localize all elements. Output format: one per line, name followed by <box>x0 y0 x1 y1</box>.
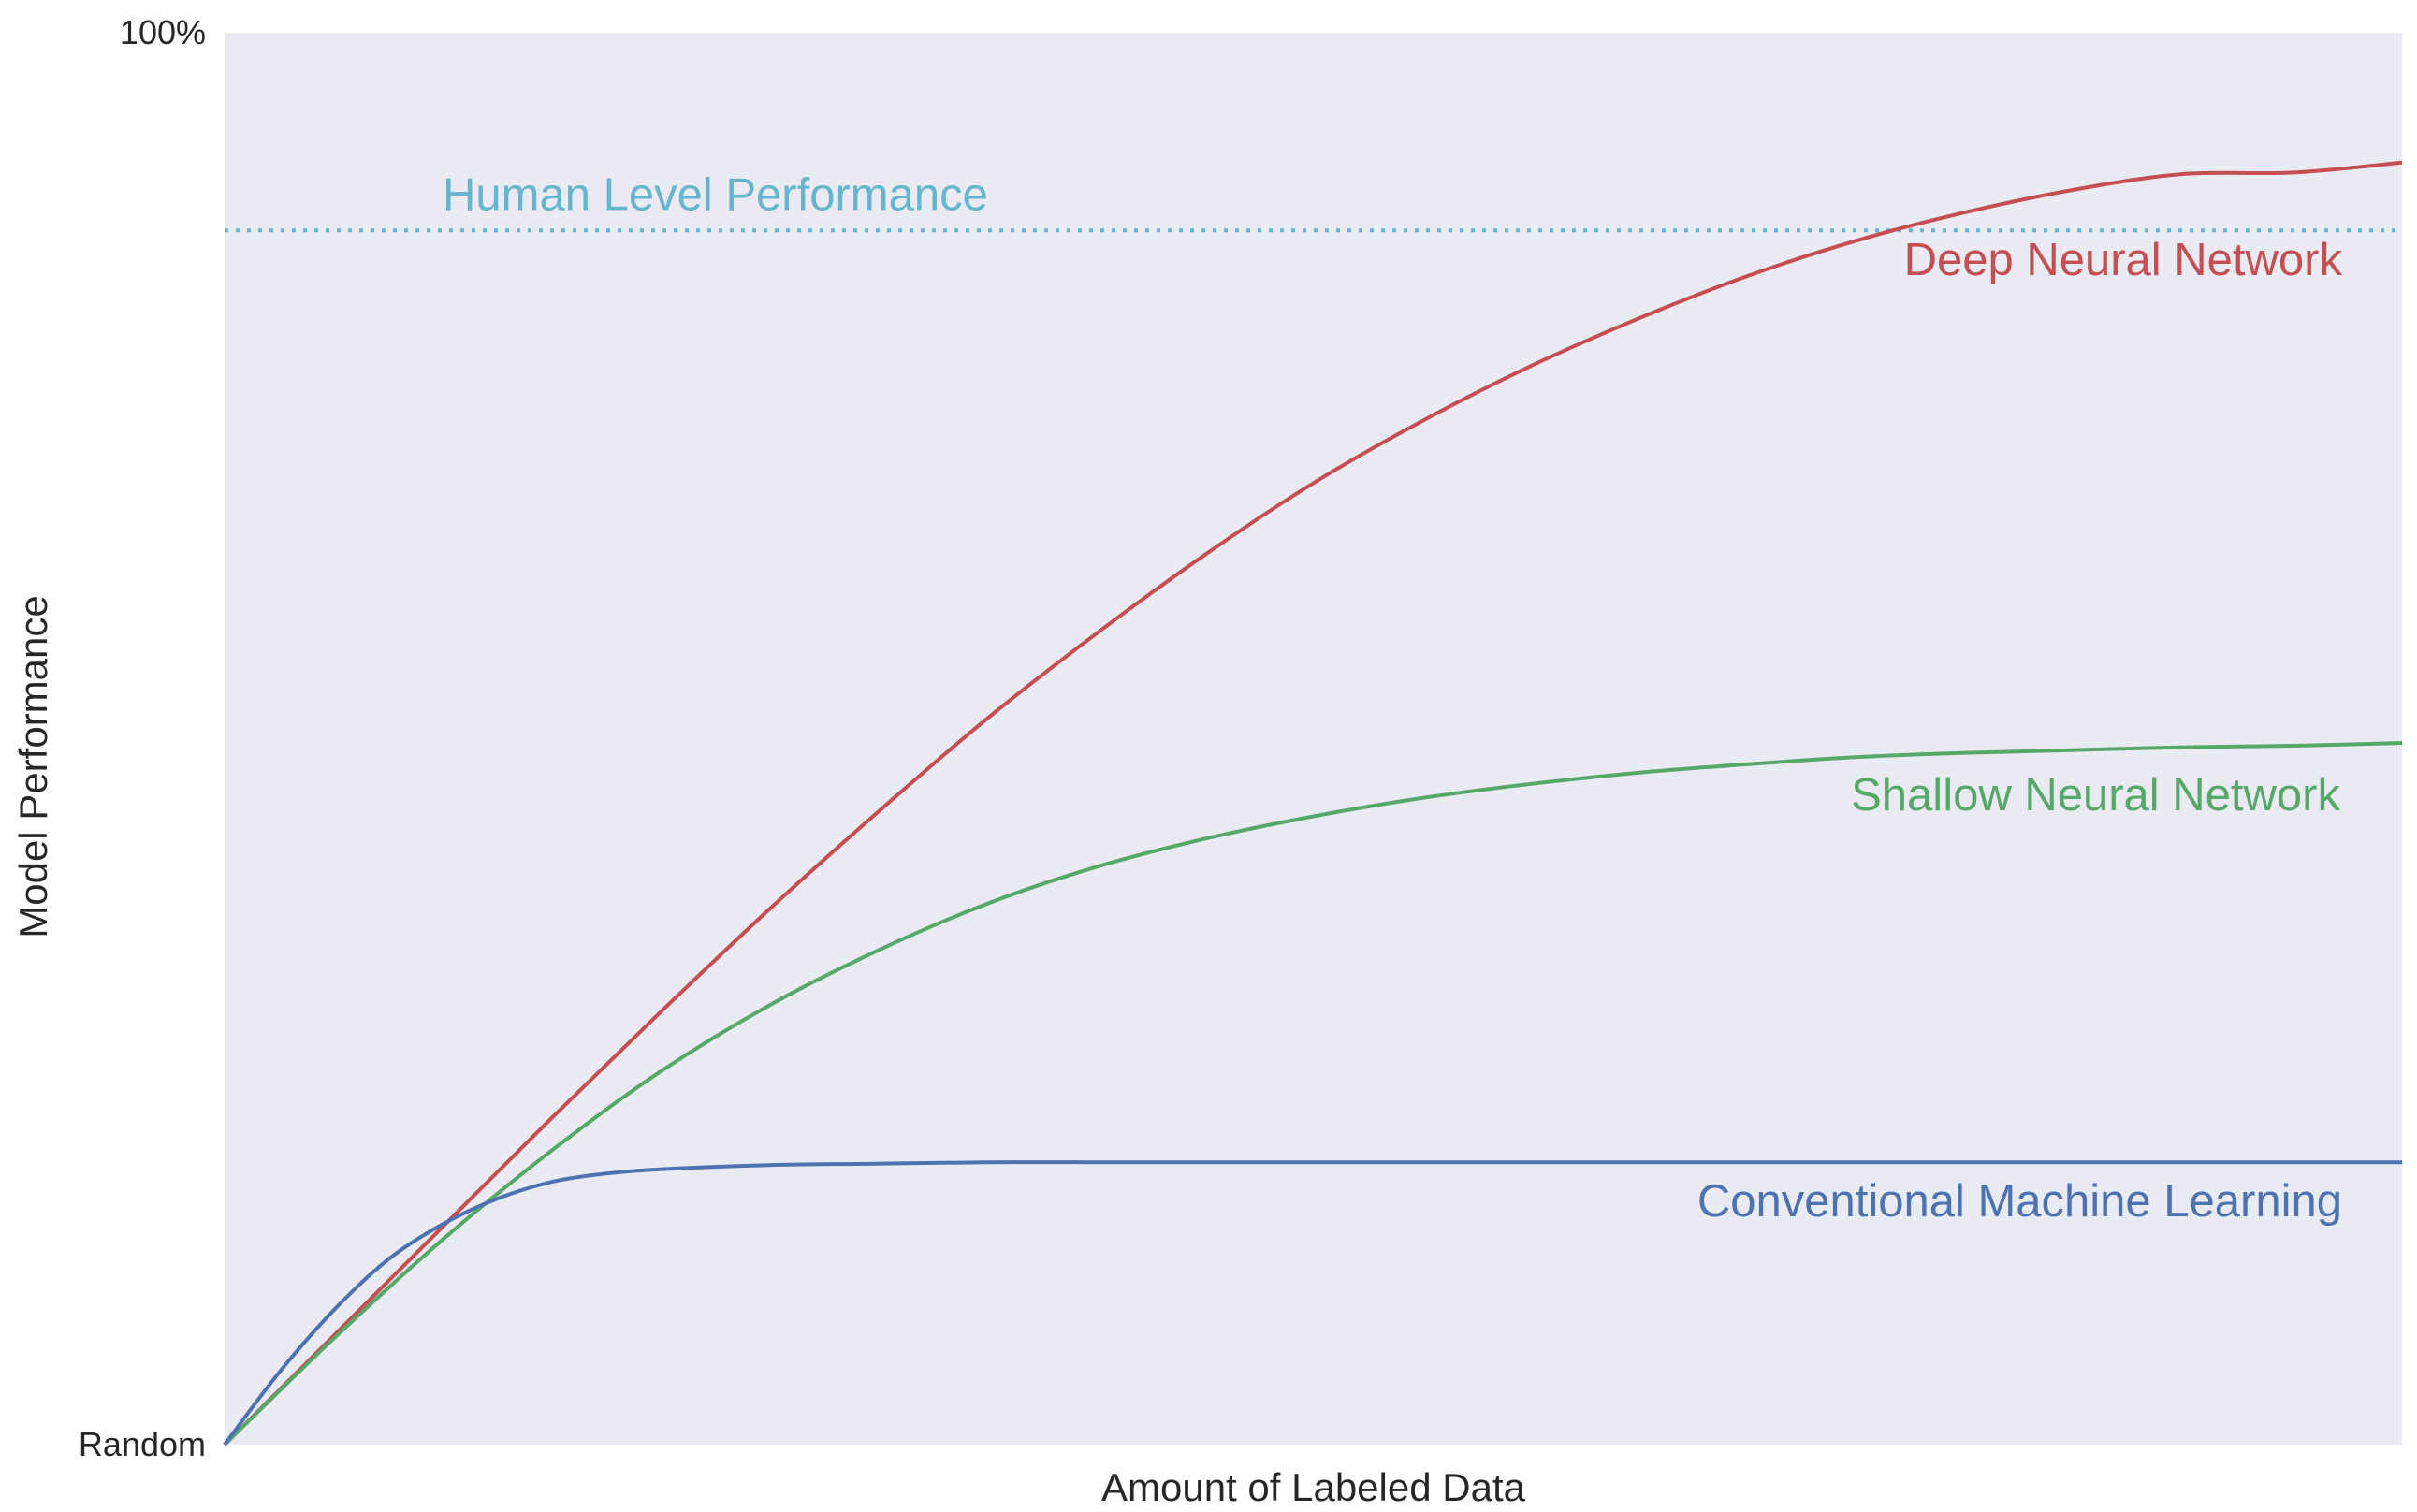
conventional-machine-learning-line <box>223 1160 2402 1447</box>
shallow-neural-network-line <box>223 741 2403 1447</box>
human-level-performance-label: Human Level Performance <box>443 169 988 220</box>
plot-area <box>225 33 2402 1445</box>
y-axis-label: Model Performance <box>11 595 55 938</box>
deep-neural-network-label: Deep Neural Network <box>1904 235 2343 285</box>
conventional-machine-learning-label: Conventional Machine Learning <box>1697 1176 2342 1227</box>
y-tick-label-top: 100% <box>120 13 206 51</box>
x-axis-label: Amount of Labeled Data <box>1101 1465 1526 1509</box>
shallow-neural-network-label: Shallow Neural Network <box>1851 770 2340 821</box>
y-tick-label-bottom: Random <box>79 1425 206 1463</box>
deep-neural-network-line <box>223 160 2403 1447</box>
